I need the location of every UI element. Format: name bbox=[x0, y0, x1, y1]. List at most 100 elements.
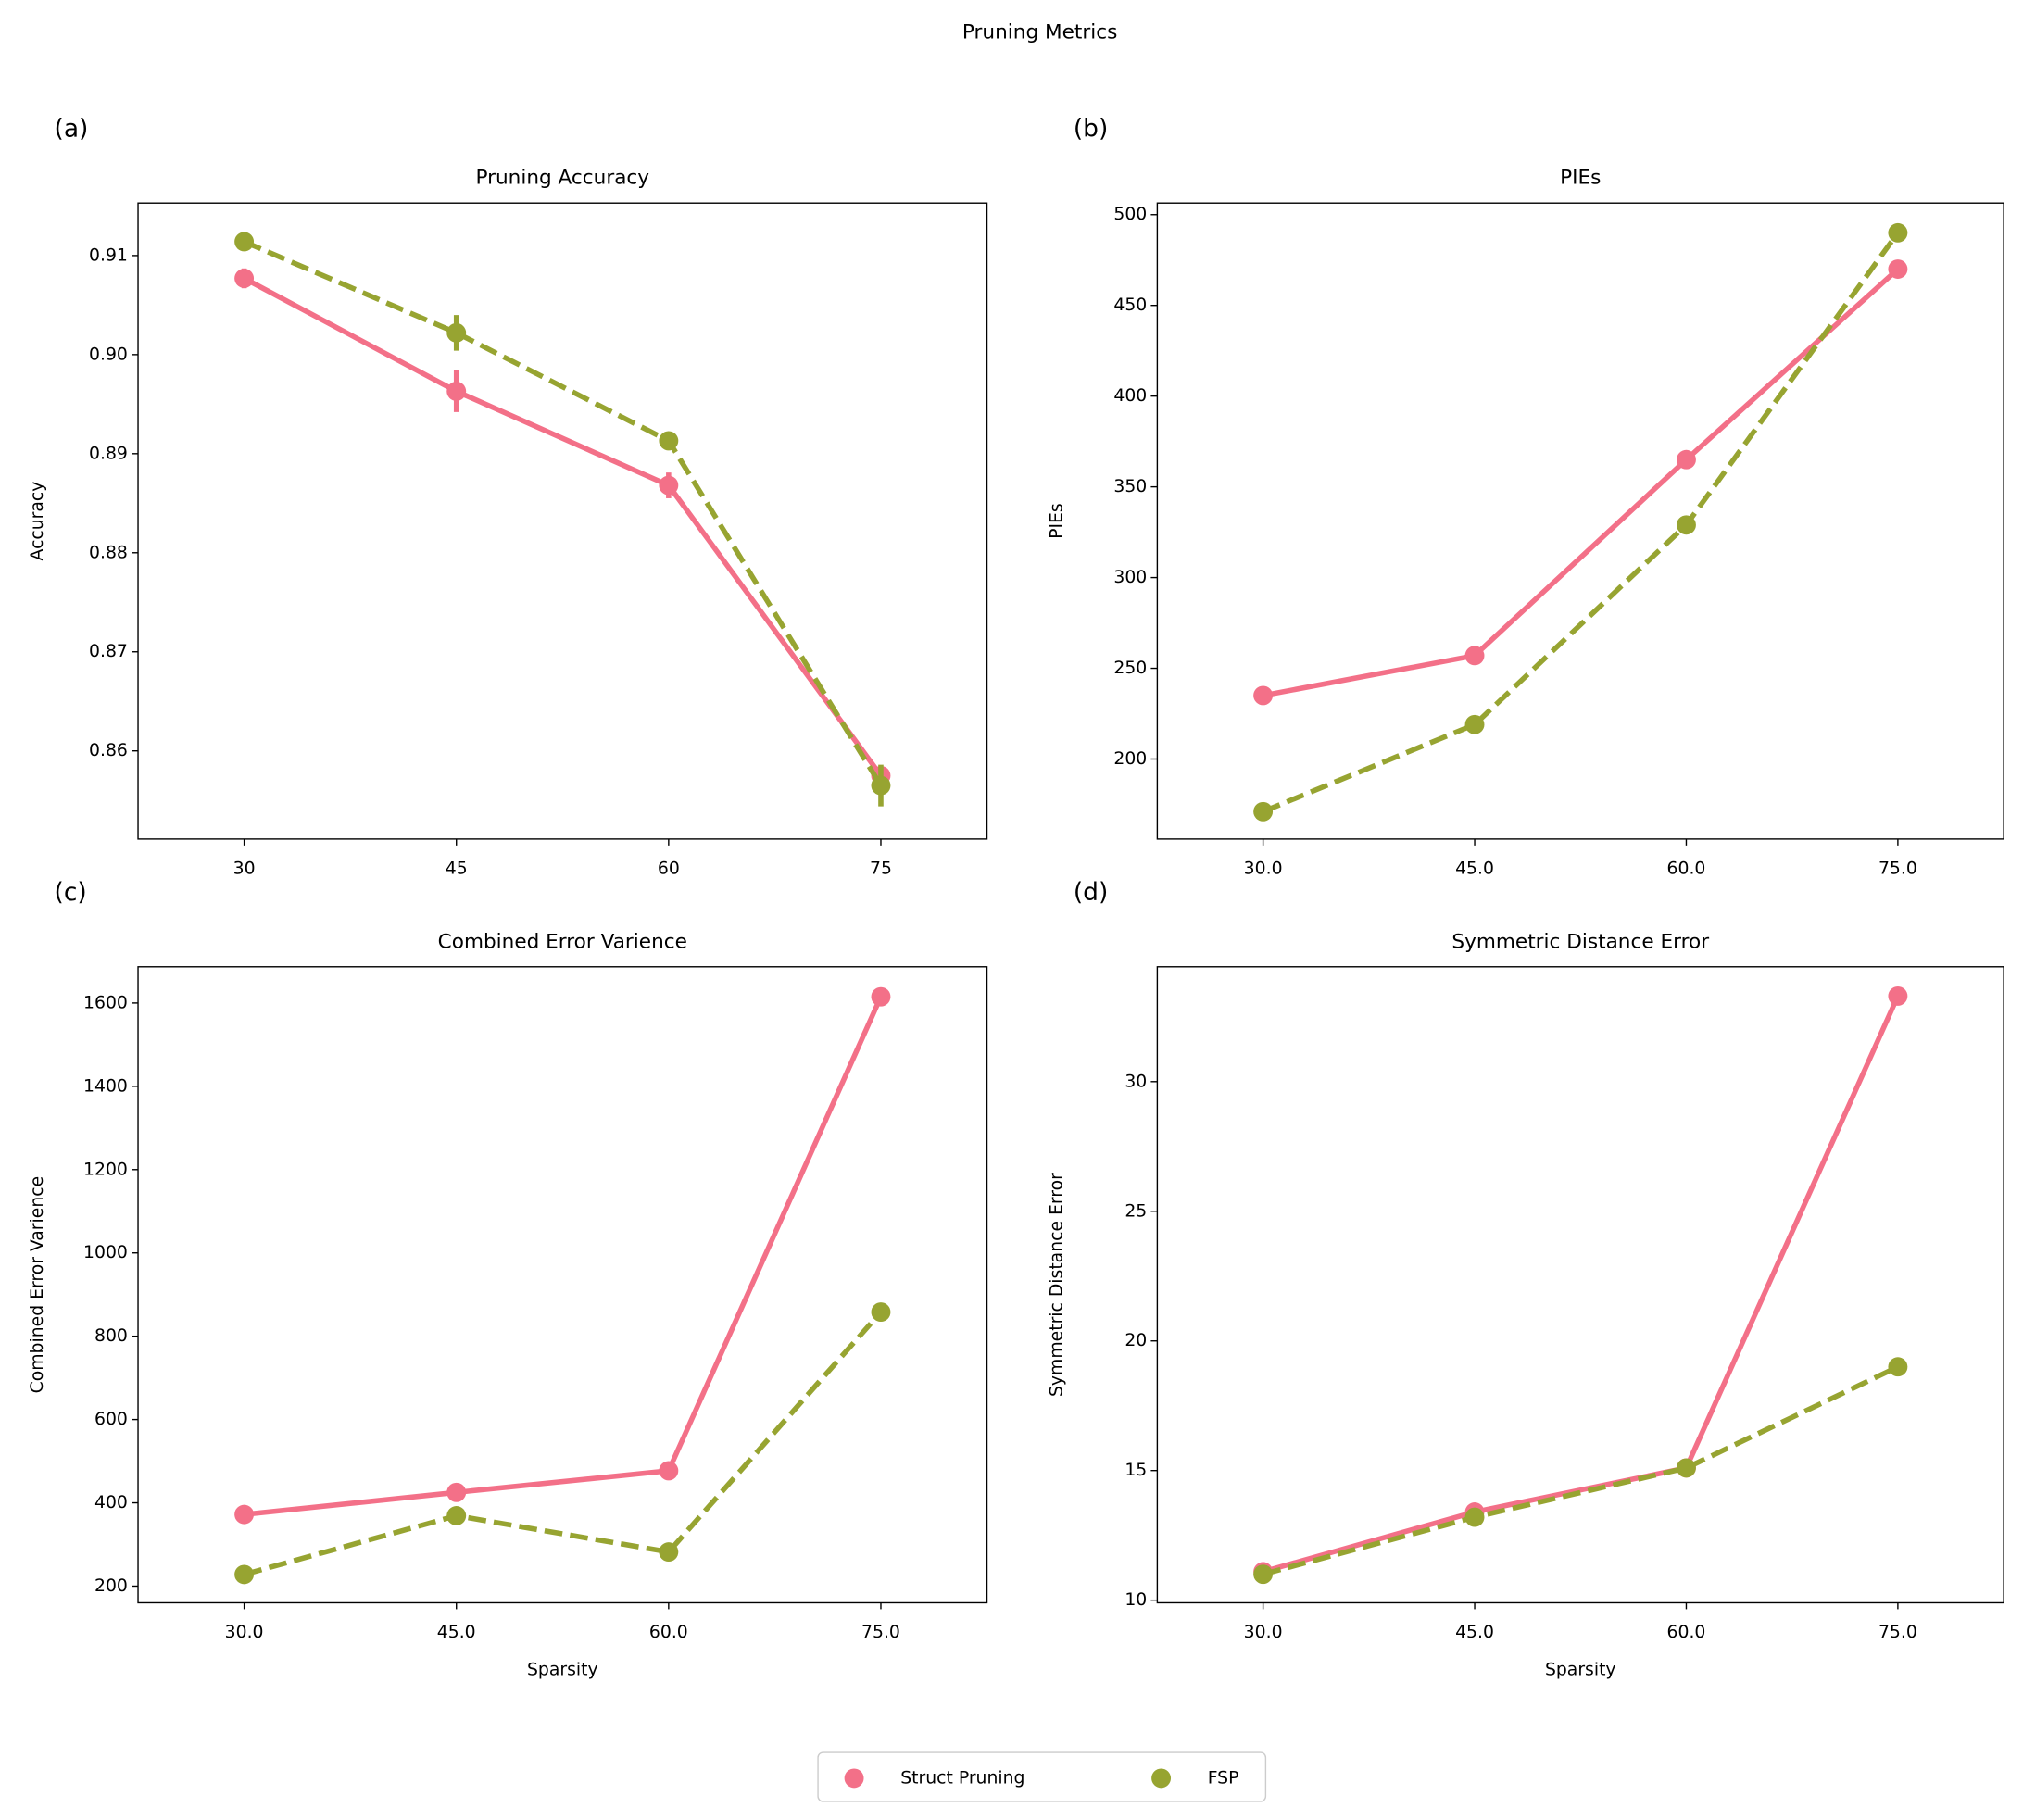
point bbox=[1677, 1458, 1696, 1478]
legend-box bbox=[817, 1751, 1267, 1802]
y-tick-label: 400 bbox=[1113, 386, 1147, 406]
y-tick-label: 200 bbox=[1113, 749, 1147, 769]
point bbox=[234, 269, 255, 288]
point bbox=[234, 1564, 255, 1585]
point bbox=[1888, 222, 1908, 243]
axes-frame bbox=[137, 202, 988, 840]
point bbox=[446, 322, 467, 343]
series-line bbox=[1263, 267, 1900, 698]
series-line bbox=[243, 239, 884, 787]
x-tick-label: 75 bbox=[870, 859, 892, 878]
y-tick-label: 20 bbox=[1125, 1331, 1147, 1350]
x-tick-label: 45.0 bbox=[1455, 1623, 1494, 1642]
x-tick-label: 45 bbox=[446, 859, 468, 878]
panel-label: (d) bbox=[1074, 878, 1108, 907]
panel-label: (a) bbox=[55, 114, 89, 143]
panel-label: (b) bbox=[1074, 114, 1108, 143]
x-tick-label: 75.0 bbox=[1878, 1623, 1917, 1642]
point bbox=[1253, 685, 1274, 706]
point bbox=[871, 986, 891, 1007]
y-tick-label: 600 bbox=[94, 1410, 128, 1429]
point bbox=[234, 1504, 255, 1525]
y-tick-label: 350 bbox=[1113, 477, 1147, 496]
axes-frame bbox=[137, 966, 988, 1604]
y-tick-label: 0.86 bbox=[89, 741, 128, 760]
point bbox=[1253, 801, 1274, 822]
axes-frame bbox=[1156, 966, 2004, 1604]
legend-label: Struct Pruning bbox=[900, 1768, 1024, 1788]
y-tick-label: 0.91 bbox=[89, 245, 128, 265]
x-tick-label: 30.0 bbox=[225, 1623, 264, 1642]
y-tick-label: 1200 bbox=[83, 1160, 128, 1179]
axes-frame bbox=[1156, 202, 2004, 840]
y-tick-label: 1400 bbox=[83, 1076, 128, 1096]
series-line bbox=[243, 276, 884, 778]
y-tick-label: 300 bbox=[1113, 568, 1147, 587]
point bbox=[871, 1302, 891, 1323]
point bbox=[1677, 515, 1696, 535]
y-tick-label: 0.87 bbox=[89, 642, 128, 661]
x-tick-label: 30 bbox=[233, 859, 256, 878]
point bbox=[446, 381, 467, 401]
y-axis-label: PIEs bbox=[1047, 503, 1066, 539]
y-tick-label: 800 bbox=[94, 1326, 128, 1346]
series-line bbox=[1262, 995, 1901, 1575]
x-tick-label: 45.0 bbox=[1455, 859, 1494, 878]
y-tick-label: 250 bbox=[1113, 659, 1147, 678]
y-tick-label: 0.88 bbox=[89, 543, 128, 562]
series-line bbox=[1262, 1364, 1900, 1577]
point bbox=[1253, 1564, 1274, 1585]
y-axis-label: Combined Error Varience bbox=[28, 1176, 47, 1394]
point bbox=[1464, 646, 1485, 666]
panel-label: (c) bbox=[55, 878, 87, 907]
point bbox=[659, 1542, 679, 1563]
y-tick-label: 500 bbox=[1113, 205, 1147, 224]
point bbox=[1464, 714, 1485, 734]
legend-marker bbox=[1151, 1768, 1172, 1789]
y-tick-label: 25 bbox=[1125, 1201, 1147, 1221]
x-tick-label: 60.0 bbox=[1667, 859, 1706, 878]
y-tick-label: 15 bbox=[1125, 1461, 1147, 1480]
point bbox=[1888, 259, 1908, 279]
point bbox=[234, 232, 255, 252]
y-tick-label: 200 bbox=[94, 1576, 128, 1596]
point bbox=[1888, 1357, 1908, 1377]
panel-title: Combined Error Varience bbox=[438, 930, 687, 953]
x-tick-label: 30.0 bbox=[1244, 1623, 1283, 1642]
series-line bbox=[243, 1310, 884, 1577]
x-tick-label: 60 bbox=[658, 859, 680, 878]
legend-marker bbox=[844, 1768, 864, 1789]
x-tick-label: 30.0 bbox=[1244, 859, 1283, 878]
x-tick-label: 75.0 bbox=[861, 1623, 900, 1642]
point bbox=[659, 1461, 679, 1481]
y-tick-label: 450 bbox=[1113, 295, 1147, 315]
x-tick-label: 75.0 bbox=[1878, 859, 1917, 878]
y-tick-label: 10 bbox=[1125, 1590, 1147, 1610]
panel-title: PIEs bbox=[1560, 167, 1601, 190]
point bbox=[446, 1482, 467, 1502]
panel-title: Symmetric Distance Error bbox=[1451, 930, 1709, 953]
y-tick-label: 30 bbox=[1125, 1072, 1147, 1091]
series-line bbox=[1262, 231, 1901, 814]
y-axis-label: Accuracy bbox=[28, 482, 47, 561]
point bbox=[1677, 449, 1696, 470]
point bbox=[871, 775, 891, 796]
y-axis-label: Symmetric Distance Error bbox=[1047, 1173, 1066, 1397]
x-tick-label: 60.0 bbox=[649, 1623, 688, 1642]
y-tick-label: 0.90 bbox=[89, 345, 128, 364]
x-axis-label: Sparsity bbox=[1545, 1660, 1616, 1679]
series-line bbox=[244, 996, 884, 1517]
figure-title: Pruning Metrics bbox=[962, 20, 1117, 44]
point bbox=[1888, 985, 1908, 1006]
point bbox=[659, 431, 679, 451]
panel-title: Pruning Accuracy bbox=[475, 167, 649, 190]
point bbox=[446, 1506, 467, 1525]
x-tick-label: 60.0 bbox=[1667, 1623, 1706, 1642]
point bbox=[659, 475, 679, 496]
y-tick-label: 0.89 bbox=[89, 444, 128, 463]
x-axis-label: Sparsity bbox=[527, 1660, 598, 1679]
y-tick-label: 1600 bbox=[83, 993, 128, 1012]
y-tick-label: 400 bbox=[94, 1493, 128, 1512]
